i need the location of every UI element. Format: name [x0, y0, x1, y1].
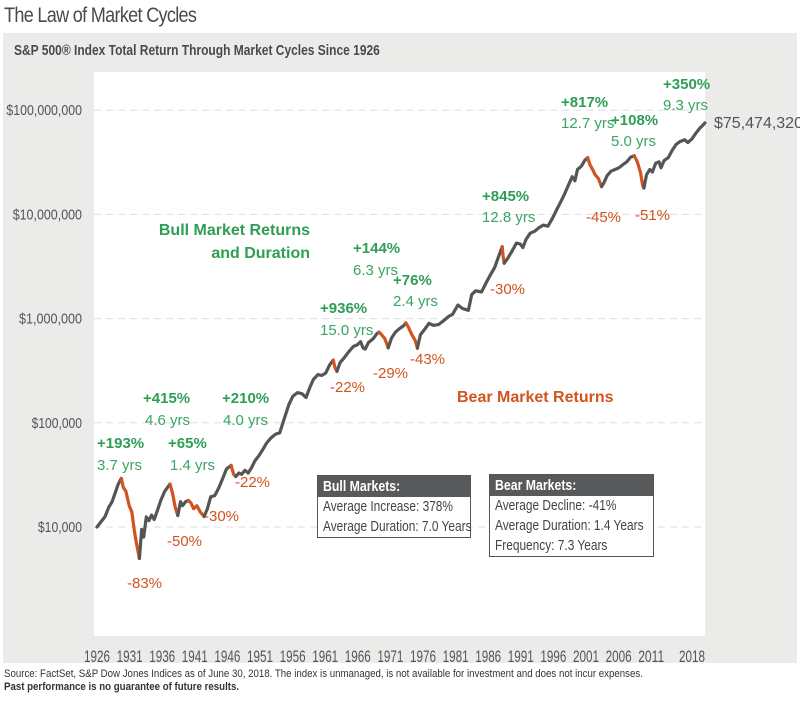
x-tick-label: 1926 [84, 647, 110, 666]
x-tick-label: 1956 [280, 647, 306, 666]
bull-market-segment [335, 330, 381, 373]
x-tick-label: 2001 [573, 647, 599, 666]
bear-return-label: -83% [127, 575, 162, 592]
bull-return-label: +350% [663, 76, 710, 93]
bull-return-label: +108% [611, 112, 658, 129]
bull-duration-label: 9.3 yrs [663, 97, 708, 114]
x-tick-label: 1961 [312, 647, 338, 666]
bull-market-segment [502, 156, 590, 265]
bull-market-segment [642, 121, 707, 190]
disclaimer: Past performance is no guarantee of futu… [4, 681, 240, 693]
x-tick-label: 1996 [540, 647, 566, 666]
bear-return-label: -30% [490, 281, 525, 298]
bull-duration-label: 3.7 yrs [97, 457, 142, 474]
bear-return-label: -30% [204, 508, 239, 525]
bear-return-label: -50% [167, 533, 202, 550]
bear-heading: Bear Market Returns [457, 389, 614, 406]
bear-return-label: -29% [373, 365, 408, 382]
bear-legend-line: Average Duration: 1.4 Years [495, 518, 644, 534]
bull-duration-label: 5.0 yrs [611, 133, 656, 150]
bear-market-segment [377, 330, 390, 350]
bull-duration-label: 15.0 yrs [320, 322, 373, 339]
x-tick-label: 1986 [475, 647, 501, 666]
chart-subtitle: S&P 500® Index Total Return Through Mark… [14, 42, 380, 59]
x-tick-label: 1941 [182, 647, 208, 666]
bull-return-label: +76% [393, 272, 432, 289]
page-title: The Law of Market Cycles [4, 4, 197, 27]
bear-market-segment [500, 245, 506, 265]
y-tick-label: $1,000,000 [19, 311, 82, 328]
x-tick-label: 1991 [508, 647, 534, 666]
bear-market-segment [168, 482, 180, 518]
y-axis-ticks: $10,000 $100,000 $1,000,000 $10,000,000 $100… [6, 102, 82, 536]
bull-heading-line1: Bull Market Returns [159, 222, 310, 239]
bull-market-segment [176, 498, 190, 518]
bull-market-segment [202, 463, 233, 519]
bull-duration-label: 1.4 yrs [170, 457, 215, 474]
bull-duration-label: 2.4 yrs [393, 293, 438, 310]
x-tick-label: 1971 [377, 647, 403, 666]
bear-market-segment [119, 476, 141, 561]
bull-legend-title: Bull Markets: [323, 478, 401, 495]
bull-return-label: +210% [222, 390, 269, 407]
x-tick-label: 1946 [214, 647, 240, 666]
bull-legend-line: Average Increase: 378% [323, 499, 453, 515]
bear-markets-legend: Bear Markets: Average Decline: -41% Aver… [489, 474, 654, 557]
bull-legend-line: Average Duration: 7.0 Years [323, 519, 472, 535]
bear-market-segment [632, 154, 646, 190]
x-tick-label: 2018 [679, 647, 705, 666]
bull-duration-label: 4.6 yrs [145, 412, 190, 429]
bull-market-segment [95, 476, 123, 529]
x-tick-label: 1966 [345, 647, 371, 666]
bull-return-label: +65% [168, 435, 207, 452]
bull-duration-label: 6.3 yrs [353, 262, 398, 279]
bear-market-segment [186, 498, 206, 519]
bull-return-label: +415% [143, 390, 190, 407]
source-note: Source: FactSet, S&P Dow Jones Indices a… [4, 668, 643, 680]
bull-heading-line2: and Duration [211, 245, 310, 262]
bull-return-label: +193% [97, 435, 144, 452]
bull-market-segment [137, 482, 172, 561]
bull-duration-label: 12.8 yrs [482, 209, 535, 226]
bull-return-label: +936% [320, 300, 367, 317]
bear-return-label: -45% [586, 209, 621, 226]
bear-legend-line: Frequency: 7.3 Years [495, 538, 608, 554]
bull-market-segment [386, 321, 408, 350]
x-tick-label: 1976 [410, 647, 436, 666]
bull-market-segment [234, 358, 335, 479]
x-tick-label: 1936 [149, 647, 175, 666]
bull-duration-label: 12.7 yrs [561, 115, 614, 132]
bear-legend-title: Bear Markets: [495, 477, 577, 494]
x-tick-label: 2011 [638, 647, 664, 666]
bull-return-label: +817% [561, 94, 608, 111]
y-tick-label: $10,000 [38, 519, 82, 536]
bull-markets-legend: Bull Markets: Average Increase: 378% Ave… [317, 475, 472, 538]
bull-return-label: +845% [482, 188, 529, 205]
bear-legend-line: Average Decline: -41% [495, 498, 617, 514]
bear-return-label: -22% [330, 379, 365, 396]
series-lines [95, 121, 707, 561]
annotations: +193% 3.7 yrs +415% 4.6 yrs +65% 1.4 yrs… [97, 76, 800, 592]
bull-return-label: +144% [353, 240, 400, 257]
bear-market-segment [404, 321, 419, 350]
bull-duration-label: 4.0 yrs [223, 412, 268, 429]
bull-market-segment [599, 154, 636, 189]
x-axis-ticks: 1926 1931 1936 1941 1946 1951 1956 1961 1966 1971… [84, 647, 705, 666]
x-tick-label: 2006 [606, 647, 632, 666]
x-tick-label: 1931 [117, 647, 143, 666]
bear-market-segment [586, 156, 604, 189]
x-tick-label: 1951 [247, 647, 273, 666]
bear-return-label: -51% [635, 207, 670, 224]
y-tick-label: $100,000 [32, 415, 82, 432]
y-tick-label: $10,000,000 [13, 206, 82, 223]
bear-return-label: -22% [235, 474, 270, 491]
end-value-label: $75,474,320 [714, 115, 800, 132]
bear-return-label: -43% [410, 351, 445, 368]
bull-market-segment [415, 245, 504, 350]
y-tick-label: $100,000,000 [6, 102, 82, 119]
x-tick-label: 1981 [443, 647, 469, 666]
